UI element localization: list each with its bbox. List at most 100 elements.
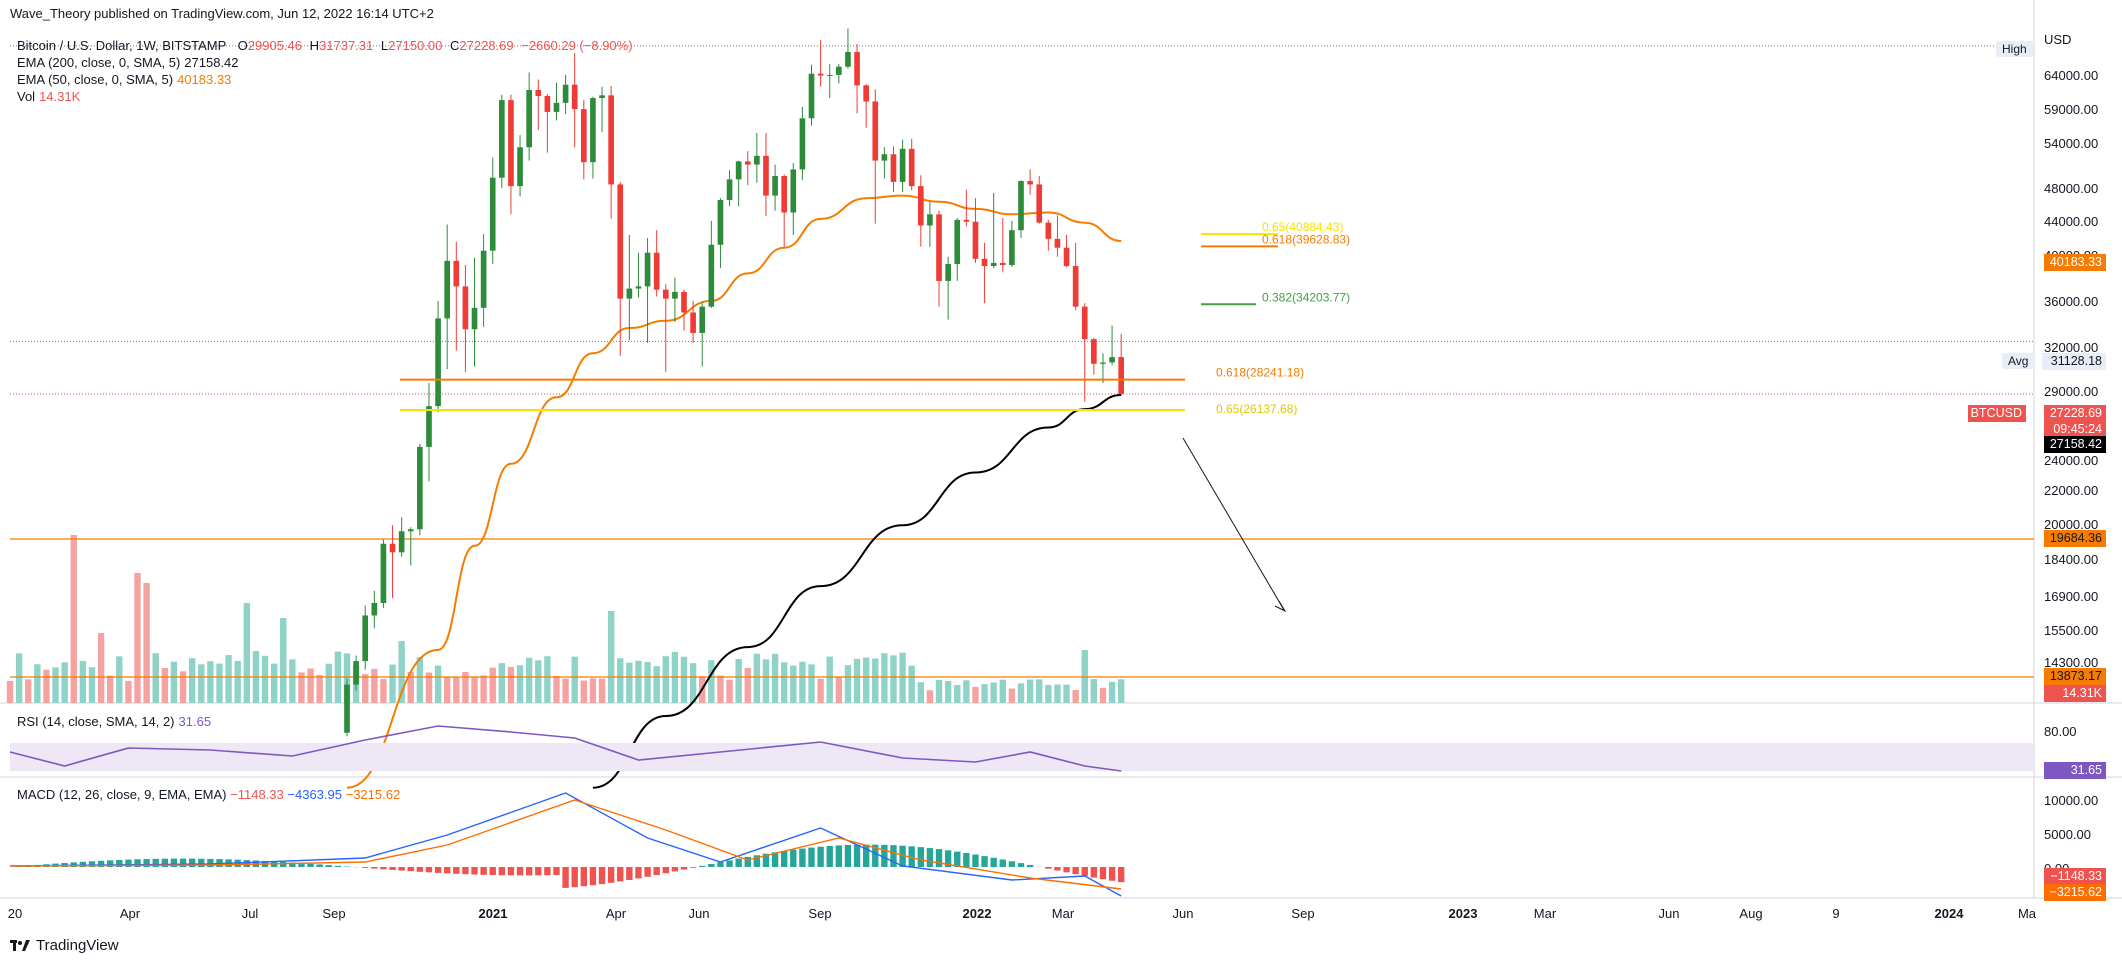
- macd-histogram-bar: [1017, 863, 1025, 867]
- candle: [708, 220, 715, 308]
- tradingview-icon: [10, 939, 30, 951]
- candle: [407, 527, 414, 566]
- volume-bar: [935, 679, 943, 703]
- volume-bar: [580, 680, 587, 703]
- volume-bar: [653, 666, 660, 703]
- macd-histogram-bar: [571, 867, 578, 888]
- macd-histogram-bar: [161, 858, 169, 867]
- candle: [1009, 220, 1015, 268]
- candle-body: [480, 250, 487, 308]
- candle: [1109, 325, 1115, 366]
- volume-bar: [617, 658, 624, 703]
- macd-histogram-bar: [680, 867, 688, 870]
- candle: [908, 138, 915, 191]
- rsi-legend[interactable]: RSI (14, close, SMA, 14, 2) 31.65: [17, 713, 211, 730]
- volume-bar: [380, 679, 387, 703]
- rsi-axis-tick: 80.00: [2044, 724, 2077, 739]
- candle: [845, 28, 851, 69]
- macd-histogram-bar: [407, 867, 414, 872]
- volume-bar: [1099, 687, 1107, 703]
- macd-histogram-bar: [507, 867, 515, 876]
- candle-body: [471, 307, 478, 330]
- candle-body: [462, 286, 469, 330]
- volume-value: 14.31K: [39, 89, 81, 104]
- volume-bar: [280, 618, 287, 703]
- macd-histogram-bar: [97, 860, 105, 867]
- macd-histogram-bar: [152, 858, 159, 867]
- rsi-value: 31.65: [178, 714, 212, 729]
- candle-body: [1118, 357, 1125, 394]
- volume-bar: [771, 653, 779, 703]
- volume-bar: [243, 603, 250, 703]
- candle: [1027, 169, 1033, 195]
- macd-histogram-bar: [990, 857, 997, 867]
- volume-bar: [198, 664, 205, 703]
- fibonacci-levels: 0.65(40884.43)0.618(39628.83) 0.382(34203…: [400, 220, 1350, 416]
- macd-histogram-bar: [589, 867, 597, 886]
- macd-legend[interactable]: MACD (12, 26, close, 9, EMA, EMA) −1148.…: [17, 786, 400, 803]
- price-tick: 22000.00: [2044, 483, 2099, 498]
- volume-legend[interactable]: Vol 14.31K: [17, 88, 80, 105]
- time-tick: Sep: [808, 906, 832, 921]
- candle-body: [444, 260, 451, 319]
- volume-bar: [589, 678, 597, 703]
- macd-histogram-bar: [134, 859, 141, 867]
- projection-arrow[interactable]: [1182, 437, 1287, 613]
- ema200-value: 27158.42: [184, 55, 239, 70]
- time-tick: Jul: [241, 906, 259, 921]
- candle-body: [362, 615, 369, 662]
- candle-body: [553, 102, 560, 112]
- candle: [763, 132, 769, 217]
- macd-histogram-bar: [434, 867, 442, 873]
- volume-bar: [926, 690, 934, 703]
- macd-histogram-bar: [626, 867, 633, 880]
- tradingview-logo[interactable]: TradingView: [10, 937, 119, 954]
- candle: [890, 146, 897, 193]
- arrow-line: [1182, 437, 1285, 611]
- candle: [599, 86, 605, 133]
- candle: [426, 382, 432, 482]
- rsi-line: [9, 725, 1122, 772]
- macd-histogram-bar: [188, 858, 196, 867]
- macd-histogram-bar: [653, 867, 660, 876]
- candle-body: [790, 169, 797, 213]
- volume-bar: [307, 668, 314, 703]
- candle-body: [517, 147, 523, 187]
- candle-body: [872, 101, 879, 161]
- volume-bar: [726, 679, 733, 703]
- candle-body: [617, 184, 624, 299]
- candle-body: [681, 291, 687, 313]
- volume-bar: [152, 653, 159, 703]
- candle: [681, 289, 687, 331]
- macd-histogram-bar: [316, 864, 323, 867]
- macd-histogram-bar: [516, 867, 524, 876]
- candle: [999, 218, 1006, 273]
- ohlc-l-label: L: [380, 38, 389, 53]
- candle: [826, 64, 833, 99]
- macd-histogram-bar: [298, 863, 305, 867]
- candle: [790, 162, 797, 235]
- macd-histogram-bar: [107, 860, 114, 867]
- btcusd-symbol-tag: BTCUSD: [1968, 405, 2026, 422]
- macd-hist-value: −1148.33: [230, 787, 284, 802]
- candles: [344, 28, 1125, 737]
- ema50-legend[interactable]: EMA (50, close, 0, SMA, 5) 40183.33: [17, 71, 231, 88]
- volume-bar: [762, 659, 770, 703]
- macd-histogram-bar: [808, 847, 815, 867]
- candle-body: [544, 96, 551, 112]
- macd-histogram-bar: [489, 867, 496, 876]
- published-by: Wave_Theory published on TradingView.com…: [10, 6, 434, 21]
- candle-body: [717, 199, 724, 245]
- candle-body: [836, 66, 842, 75]
- volume-bar: [972, 686, 979, 703]
- candle: [954, 218, 961, 281]
- macd-histogram-bar: [635, 867, 642, 879]
- ema50-value: 40183.33: [177, 72, 232, 87]
- macd-histogram-bar: [817, 846, 824, 867]
- ema200-legend[interactable]: EMA (200, close, 0, SMA, 5) 27158.42: [17, 54, 239, 71]
- candle: [553, 82, 560, 121]
- macd-histogram-bar: [799, 848, 806, 867]
- candle: [1091, 337, 1097, 375]
- candle: [781, 174, 788, 247]
